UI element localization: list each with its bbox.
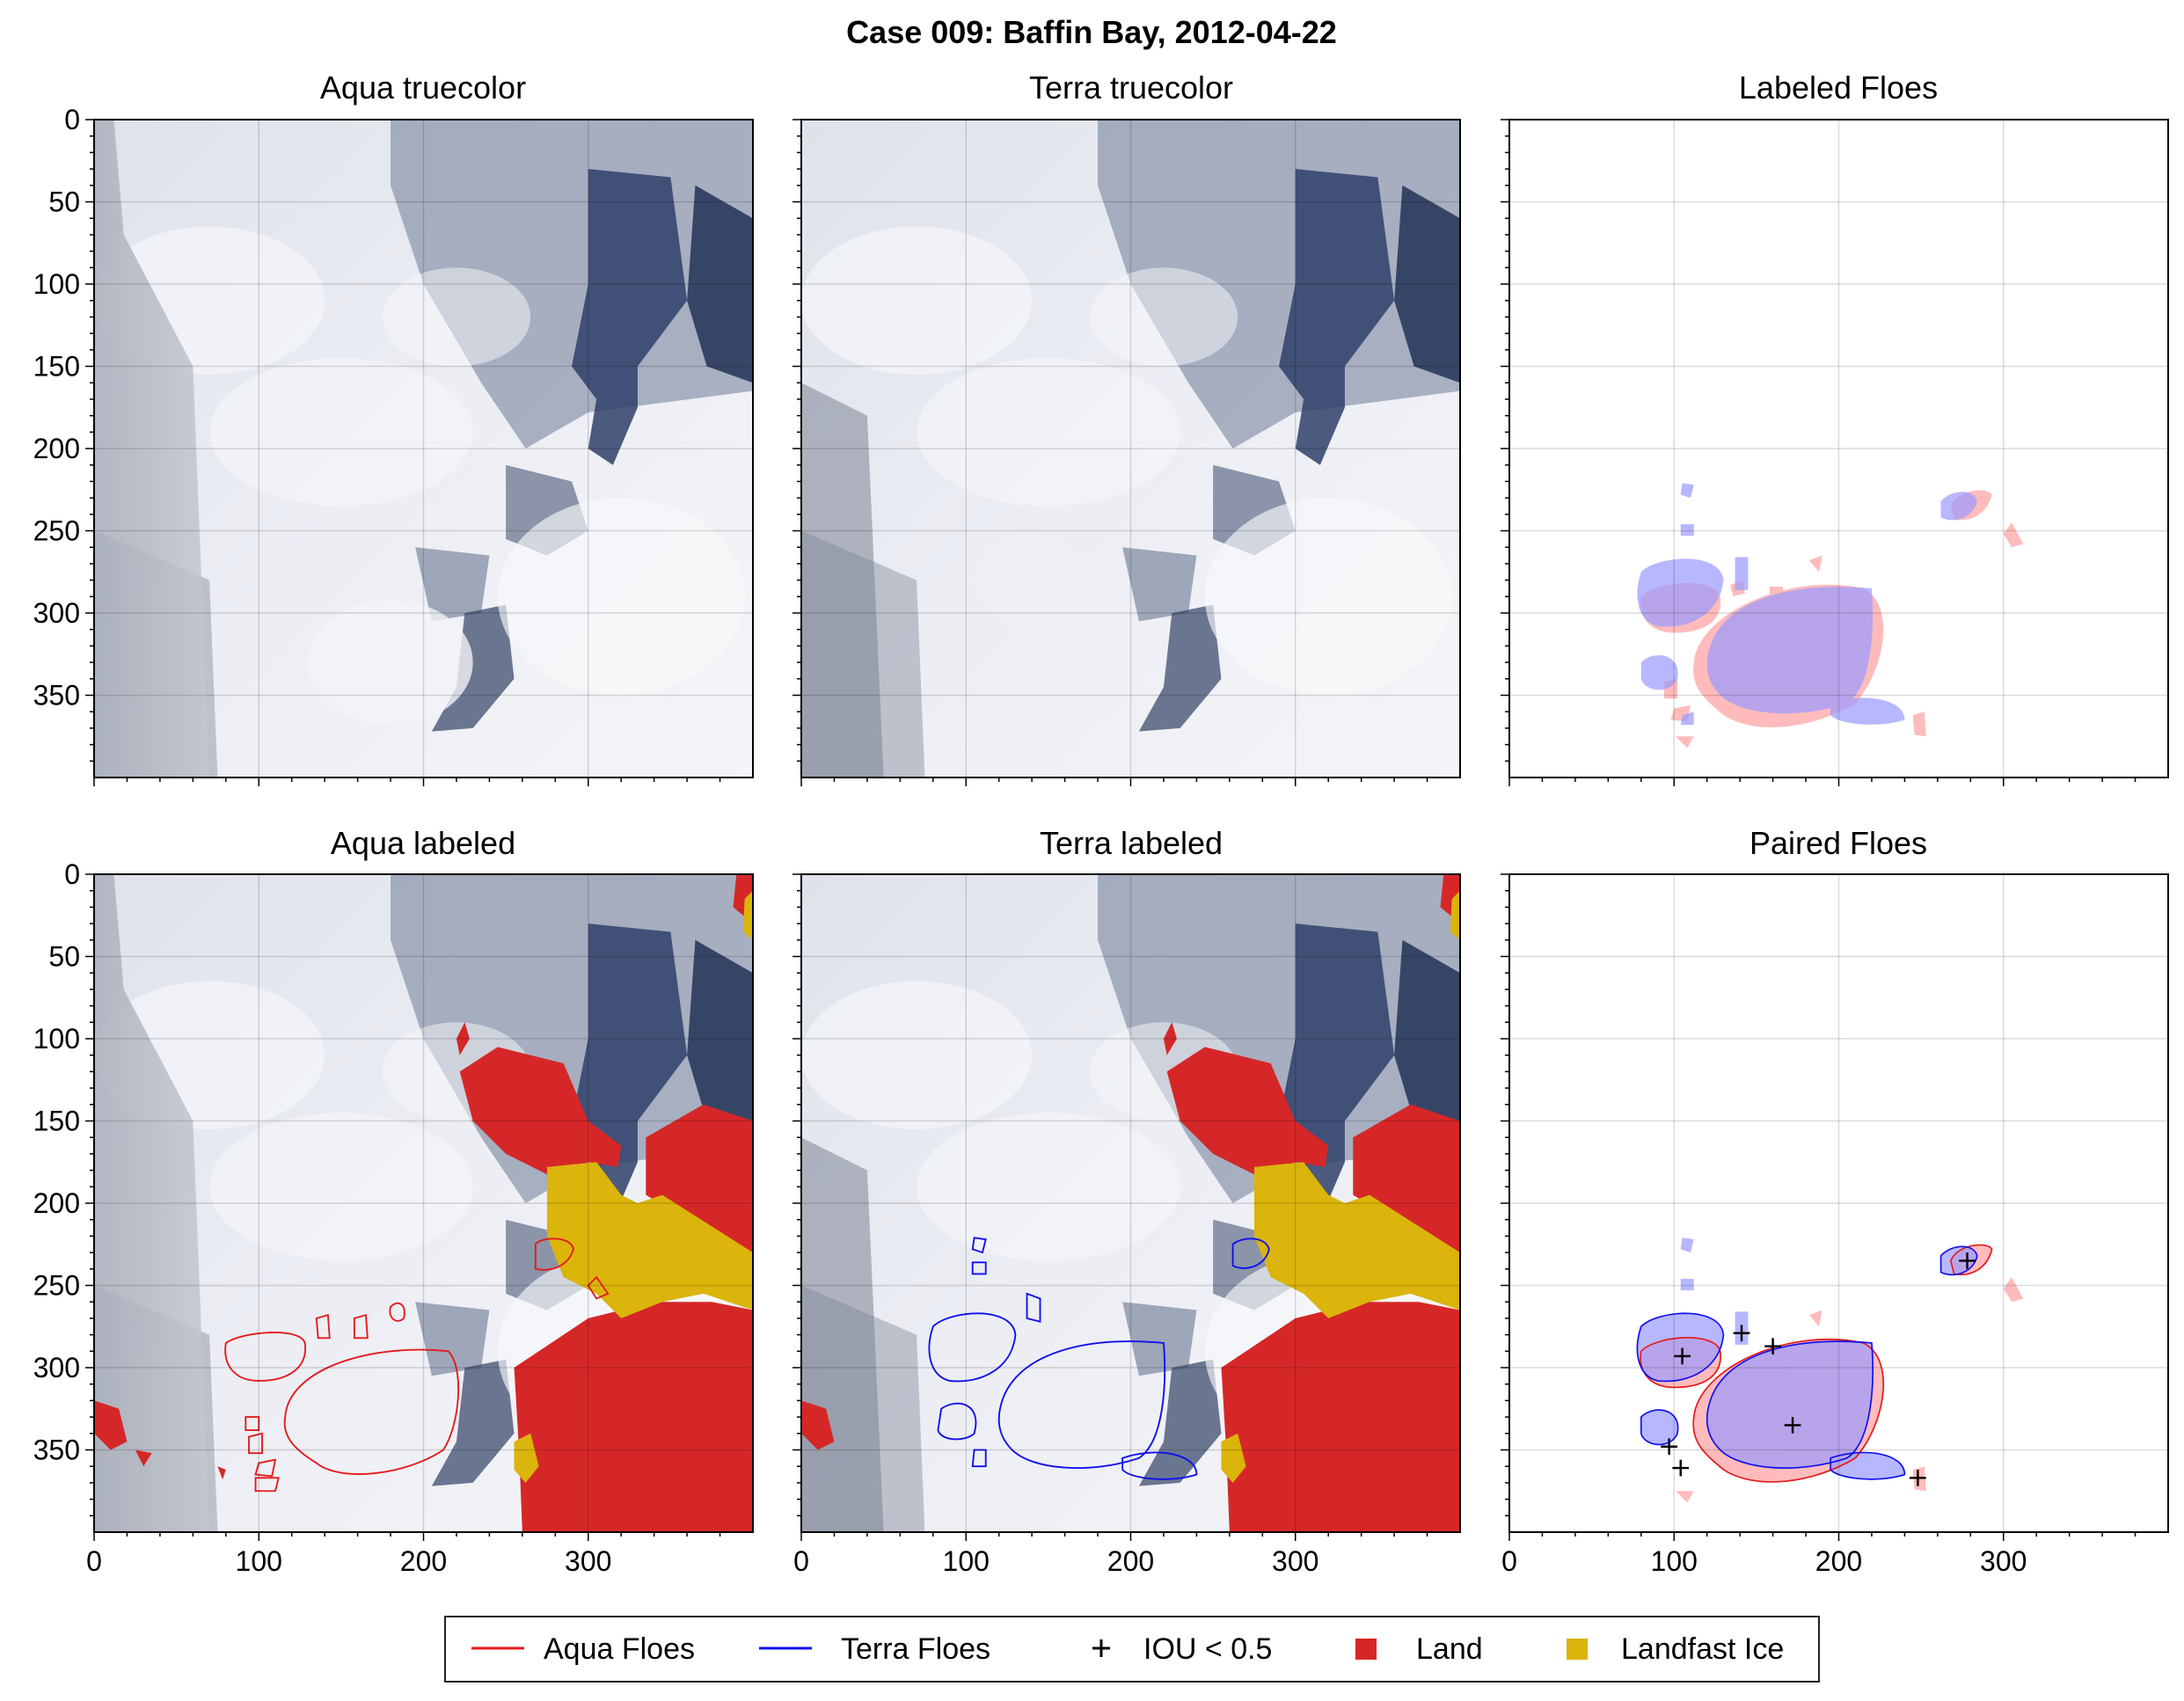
panel-title-6: Paired Floes — [1749, 825, 1927, 861]
x-tick-label: 0 — [793, 1545, 809, 1577]
panel-title-5: Terra labeled — [1040, 825, 1223, 861]
x-tick-label: 100 — [236, 1545, 282, 1577]
figure-title: Case 009: Baffin Bay, 2012-04-22 — [846, 14, 1337, 50]
y-tick-label: 100 — [33, 1023, 80, 1055]
x-tick-label: 100 — [943, 1545, 990, 1577]
iou-marker — [1674, 1347, 1691, 1365]
y-tick-label: 150 — [33, 351, 80, 383]
panel-labeled-floes — [1509, 120, 2168, 777]
y-tick-label: 100 — [33, 268, 80, 300]
legend-aqua-label: Aqua Floes — [544, 1632, 695, 1666]
axes-layer: 0 50 100 150 200 250 300 350 0 50 100 150 200 250 300 3… — [33, 104, 2169, 1577]
y-tick-label: 0 — [64, 858, 80, 890]
y-tick-label: 350 — [33, 1435, 80, 1466]
swath-edge — [94, 120, 210, 777]
legend: Aqua Floes Terra Floes IOU < 0.5 Land La… — [444, 1616, 1820, 1683]
y-tick-label: 150 — [33, 1106, 80, 1137]
panel-aqua-labeled — [94, 874, 753, 1533]
y-tick-label: 350 — [33, 680, 80, 712]
legend-land-swatch — [1355, 1639, 1377, 1660]
panel-title-2: Terra truecolor — [1029, 69, 1233, 106]
legend-iou-label: IOU < 0.5 — [1143, 1632, 1272, 1666]
axes-5: 0 100 200 300 — [793, 873, 1461, 1577]
y-tick-label: 200 — [33, 1187, 80, 1219]
panel-title-3: Labeled Floes — [1739, 69, 1938, 106]
y-tick-label: 50 — [48, 941, 80, 973]
axes-4: 0 50 100 150 200 250 300 350 0 100 200 300 — [33, 858, 754, 1577]
y-tick-label: 250 — [33, 1270, 80, 1302]
legend-terra-label: Terra Floes — [841, 1632, 990, 1666]
x-tick-label: 200 — [1815, 1545, 1862, 1577]
x-tick-label: 0 — [1501, 1545, 1517, 1577]
terra-floe-masks — [1637, 483, 1977, 726]
legend-plus-swatch — [1092, 1639, 1110, 1657]
iou-marker — [1784, 1417, 1801, 1434]
legend-landfast-label: Landfast Ice — [1621, 1632, 1784, 1666]
iou-markers — [1661, 1252, 1976, 1486]
land-mask — [94, 874, 753, 1533]
iou-marker — [1764, 1338, 1781, 1355]
legend-land-label: Land — [1416, 1632, 1483, 1666]
y-tick-label: 300 — [33, 1352, 80, 1383]
iou-marker — [1733, 1325, 1750, 1342]
x-tick-label: 300 — [1272, 1545, 1318, 1577]
x-tick-label: 100 — [1651, 1545, 1698, 1577]
panel-paired-floes — [1509, 874, 2168, 1532]
y-tick-label: 300 — [33, 597, 80, 629]
y-tick-label: 200 — [33, 433, 80, 464]
panel-terra-labeled — [801, 874, 1460, 1533]
iou-marker — [1910, 1469, 1926, 1486]
axes-1: 0 50 100 150 200 250 300 350 — [33, 104, 754, 786]
panel-title-1: Aqua truecolor — [320, 69, 526, 106]
x-tick-label: 200 — [400, 1545, 447, 1577]
y-tick-label: 0 — [64, 104, 80, 135]
y-tick-label: 50 — [48, 186, 80, 218]
aqua-floe-outlines — [224, 1237, 610, 1493]
axes-6: 0 100 200 300 — [1501, 873, 2169, 1577]
panel-aqua-truecolor — [94, 120, 753, 777]
axes-3 — [1501, 119, 2169, 786]
iou-marker — [1959, 1252, 1976, 1269]
x-tick-label: 300 — [565, 1545, 611, 1577]
y-tick-label: 250 — [33, 515, 80, 547]
x-tick-label: 300 — [1980, 1545, 2027, 1577]
axes-2 — [793, 119, 1461, 786]
panel-title-4: Aqua labeled — [331, 825, 515, 861]
iou-marker — [1672, 1459, 1690, 1477]
x-tick-label: 200 — [1107, 1545, 1154, 1577]
legend-landfast-swatch — [1567, 1639, 1588, 1660]
x-tick-label: 0 — [86, 1545, 102, 1577]
iou-marker — [1661, 1438, 1677, 1456]
terra-floe-outlines — [928, 1237, 1270, 1480]
panel-terra-truecolor — [801, 120, 1460, 777]
